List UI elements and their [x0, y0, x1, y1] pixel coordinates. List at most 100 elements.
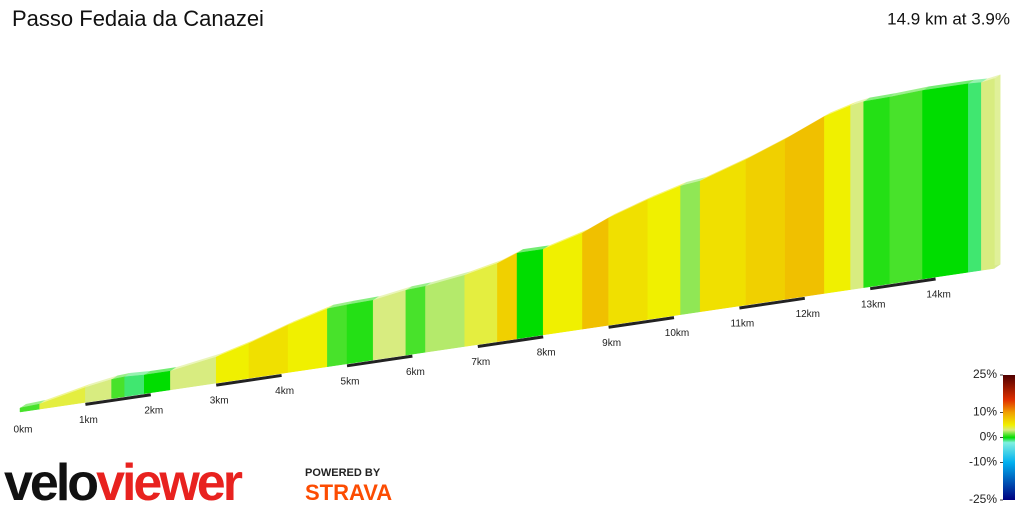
x-tick-label: 12km: [796, 309, 820, 320]
colorbar-tick-label: 10%: [973, 405, 997, 419]
segment-top: [464, 259, 504, 276]
powered-by: POWERED BY: [305, 467, 381, 479]
segment-top: [288, 304, 334, 326]
x-tick-label: 13km: [861, 299, 885, 310]
segment-top: [889, 86, 929, 98]
x-tick-label: 4km: [275, 386, 294, 397]
colorbar-tick-label: 25%: [973, 367, 997, 381]
segment-top: [85, 375, 118, 388]
segment-face: [464, 263, 498, 347]
segment-top: [981, 74, 1001, 83]
segment-face: [784, 116, 825, 300]
segment: [647, 182, 687, 320]
segment-top: [543, 229, 589, 250]
x-tick-label: 8km: [537, 348, 556, 359]
colorbar-tick-label: -10%: [969, 455, 997, 469]
segment-face: [425, 274, 465, 353]
segment-face: [39, 387, 86, 410]
x-tick-label: 6km: [406, 367, 425, 378]
segment: [784, 112, 831, 300]
x-tick-label: 14km: [926, 290, 950, 301]
segment-top: [144, 367, 177, 375]
segment-top: [373, 286, 412, 301]
segment: [542, 229, 589, 336]
segment-top: [922, 79, 975, 91]
segment-face: [745, 138, 786, 306]
logo: veloviewer: [4, 454, 243, 512]
segment-top: [608, 195, 654, 218]
segment-face: [981, 78, 995, 271]
segment-top: [327, 300, 353, 309]
segment-top: [170, 353, 223, 372]
segment-face: [542, 232, 583, 336]
segment: [372, 286, 412, 361]
x-tick-label: 2km: [144, 405, 163, 416]
segment-top: [497, 249, 524, 264]
segment-face: [824, 105, 851, 294]
strava: STRAVA: [305, 480, 392, 505]
segment: [699, 155, 752, 313]
km-tick-bar: [739, 296, 806, 310]
x-tick-label: 0km: [14, 425, 33, 436]
x-tick-label: 1km: [79, 415, 98, 426]
x-tick-label: 9km: [602, 338, 621, 349]
chart-subtitle: 14.9 km at 3.9%: [887, 9, 1010, 28]
segment-top: [39, 383, 92, 405]
segment-top: [124, 370, 151, 377]
segment-top: [425, 271, 471, 287]
segment-face: [111, 376, 125, 399]
segment-face: [647, 185, 681, 320]
colorbar-tick-label: -25%: [969, 492, 997, 506]
segment: [39, 383, 92, 410]
segment-face: [608, 199, 649, 326]
segment-top: [405, 282, 432, 291]
segment-face: [922, 83, 969, 280]
km-tick-bar: [346, 354, 413, 368]
x-tick-label: 11km: [731, 319, 755, 330]
segment-face: [889, 90, 923, 285]
logo-viewer: viewer: [96, 454, 243, 512]
colorbar: [1003, 375, 1015, 500]
segment-top: [20, 400, 46, 408]
segment-top: [700, 155, 752, 182]
segment-top: [647, 182, 687, 200]
logo-velo: velo: [4, 454, 97, 512]
segment: [922, 79, 975, 280]
x-tick-label: 3km: [210, 396, 229, 407]
segment-top: [785, 112, 831, 140]
segment-side: [994, 74, 1001, 269]
colorbar-tick-label: 0%: [980, 430, 998, 444]
segment-face: [248, 324, 289, 379]
segment-face: [680, 180, 701, 315]
segment-face: [968, 82, 982, 273]
segment: [745, 135, 792, 306]
segment-face: [346, 299, 374, 365]
x-tick-label: 7km: [471, 357, 490, 368]
segment-top: [248, 321, 295, 344]
segment-top: [968, 78, 988, 84]
segment-face: [516, 249, 544, 340]
km-tick-bar: [215, 373, 282, 387]
segment-top: [517, 245, 550, 254]
segment-top: [850, 97, 870, 106]
segment: [497, 249, 524, 342]
segment-top: [111, 372, 131, 380]
segment-face: [124, 374, 145, 397]
segment-top: [216, 339, 255, 358]
km-tick-bar: [608, 316, 675, 329]
segment-top: [680, 177, 707, 187]
segment-face: [287, 308, 328, 373]
segment-top: [863, 93, 896, 102]
segment-top: [824, 101, 857, 117]
km-tick-bar: [477, 335, 544, 349]
segment: [981, 74, 1001, 271]
segment-face: [582, 217, 609, 330]
segment-face: [144, 370, 171, 394]
segment: [608, 195, 654, 326]
km-tick-bar: [869, 277, 936, 291]
segment-face: [850, 101, 864, 290]
segment: [464, 259, 504, 347]
segment-top: [347, 296, 380, 305]
x-tick-label: 10km: [665, 328, 689, 339]
